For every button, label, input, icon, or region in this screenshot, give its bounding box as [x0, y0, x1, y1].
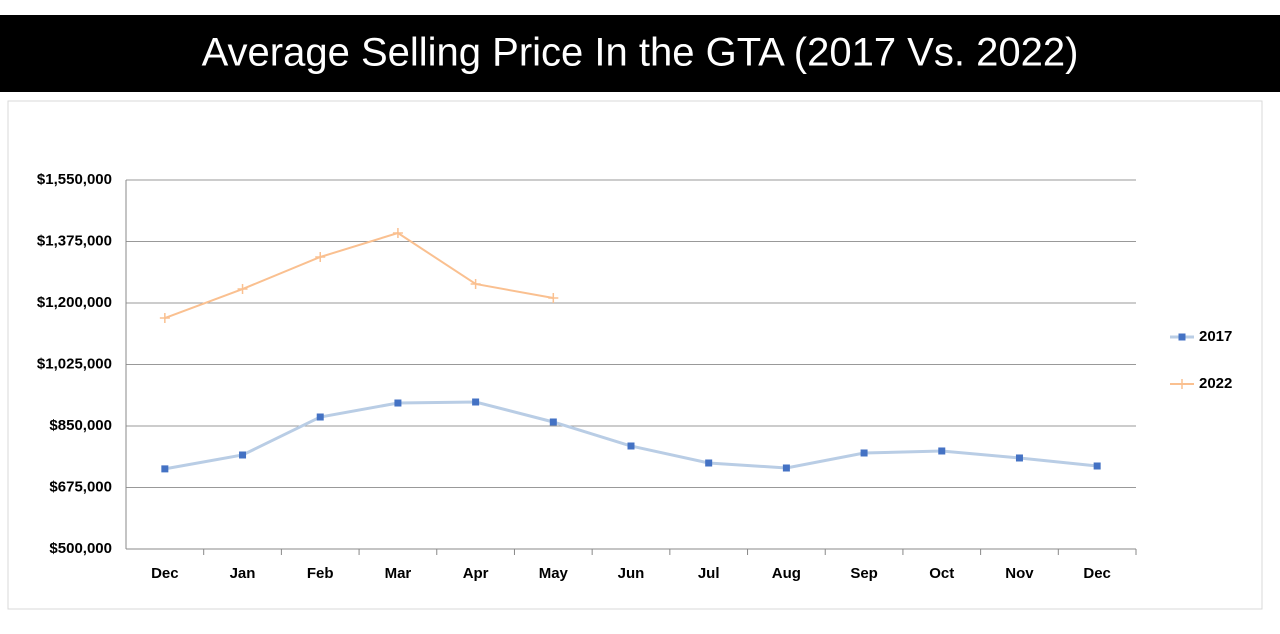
y-tick-label: $850,000 [49, 417, 112, 434]
chart-title: Average Selling Price In the GTA (2017 V… [202, 31, 1079, 75]
point [548, 293, 559, 304]
legend-label: 2017 [1199, 328, 1232, 345]
point [394, 399, 402, 407]
point [239, 451, 247, 459]
point [237, 284, 248, 295]
y-tick-label: $1,200,000 [37, 294, 112, 311]
point [549, 418, 557, 426]
point [315, 251, 326, 262]
point [161, 465, 169, 473]
x-tick-label: Feb [307, 565, 334, 582]
x-tick-label: Aug [772, 565, 801, 582]
x-tick-label: Jun [618, 565, 645, 582]
y-tick-label: $500,000 [49, 540, 112, 557]
x-tick-label: May [539, 565, 569, 582]
y-tick-label: $1,550,000 [37, 171, 112, 188]
point [938, 447, 946, 455]
y-tick-label: $1,025,000 [37, 355, 112, 372]
point [1015, 454, 1023, 462]
point [1093, 462, 1101, 470]
plot-frame [7, 100, 1263, 610]
point [1178, 333, 1186, 341]
point [1177, 379, 1187, 389]
x-tick-label: Dec [151, 565, 179, 582]
title-banner [0, 15, 1280, 92]
x-tick-label: Apr [463, 565, 489, 582]
x-tick-label: Jan [230, 565, 256, 582]
legend-label: 2022 [1199, 375, 1232, 392]
point [627, 442, 635, 450]
x-tick-label: Sep [850, 565, 878, 582]
point [860, 449, 868, 457]
series-line [164, 231, 554, 319]
x-tick-label: Jul [698, 565, 720, 582]
point [316, 413, 324, 421]
y-tick-label: $1,375,000 [37, 232, 112, 249]
x-tick-label: Oct [929, 565, 954, 582]
point [782, 464, 790, 472]
point [159, 313, 170, 324]
x-tick-label: Nov [1005, 565, 1034, 582]
y-tick-label: $675,000 [49, 478, 112, 495]
point [470, 278, 481, 289]
x-tick-label: Mar [385, 565, 412, 582]
point [392, 227, 403, 238]
x-tick-label: Dec [1083, 565, 1111, 582]
point [705, 459, 713, 467]
point [472, 398, 480, 406]
